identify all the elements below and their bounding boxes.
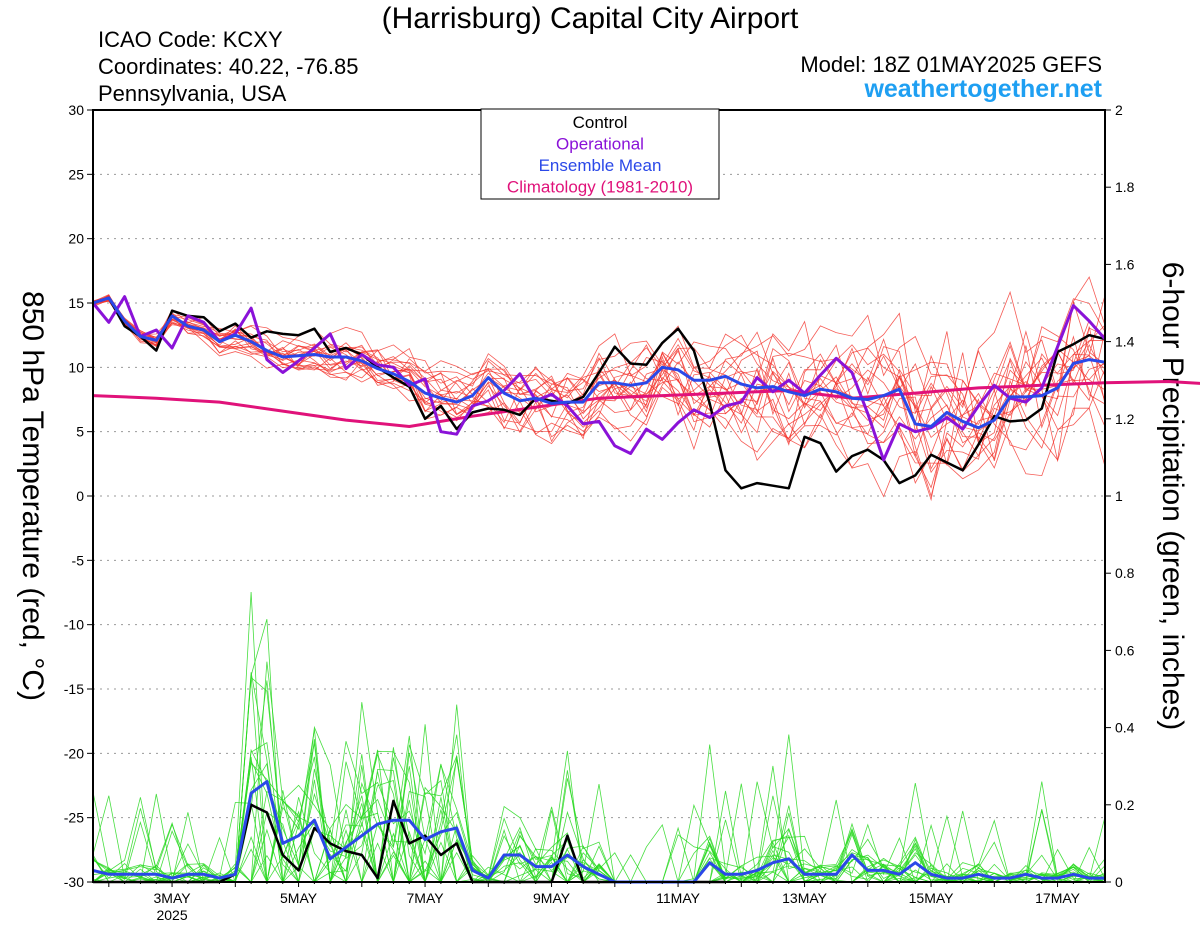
y-tick-label: 25 bbox=[68, 166, 84, 182]
site-link[interactable]: weathertogether.net bbox=[864, 75, 1102, 103]
temp-operational-line bbox=[91, 295, 1107, 462]
precip-member-line bbox=[92, 680, 1106, 884]
legend-entry: Operational bbox=[556, 135, 644, 154]
x-tick-sublabel: 2025 bbox=[156, 907, 187, 923]
y-tick-label: -30 bbox=[64, 874, 84, 890]
temp-member-line bbox=[92, 296, 1106, 457]
x-tick-label: 11MAY bbox=[656, 890, 700, 906]
precip-member-line bbox=[92, 744, 1106, 884]
y-tick-label: 20 bbox=[68, 231, 84, 247]
y-tick-label: -25 bbox=[64, 810, 84, 826]
y-tick-label: 30 bbox=[68, 102, 84, 118]
legend-entry: Control bbox=[573, 113, 628, 132]
precip-member-line bbox=[92, 676, 1106, 883]
y2-tick-label: 1.6 bbox=[1115, 256, 1135, 272]
legend-entry: Climatology (1981-2010) bbox=[507, 178, 693, 197]
y-tick-label: 15 bbox=[68, 295, 84, 311]
temp-ensemble-mean-line bbox=[92, 296, 1106, 430]
precip-member-line bbox=[92, 725, 1106, 883]
coordinates: Coordinates: 40.22, -76.85 bbox=[98, 54, 359, 79]
y-tick-label: 10 bbox=[68, 359, 84, 375]
legend-entry: Ensemble Mean bbox=[539, 156, 662, 175]
temp-climatology-line bbox=[92, 380, 1200, 428]
precip-member-line bbox=[93, 661, 1106, 883]
temp-member-line bbox=[92, 299, 1106, 498]
y2-tick-label: 1.8 bbox=[1115, 179, 1135, 195]
temp-member-line bbox=[92, 300, 1106, 502]
region: Pennsylvania, USA bbox=[98, 81, 287, 106]
y2-tick-label: 0.8 bbox=[1115, 565, 1135, 581]
precip-member-line bbox=[92, 675, 1106, 884]
temp-member-line bbox=[92, 295, 1106, 467]
y2-tick-label: 1.4 bbox=[1115, 334, 1135, 350]
temp-member-line bbox=[92, 300, 1106, 469]
x-tick-label: 9MAY bbox=[533, 890, 571, 906]
legend-box bbox=[480, 108, 720, 200]
x-tick-label: 3MAY bbox=[154, 890, 192, 906]
x-tick-label: 5MAY bbox=[280, 890, 318, 906]
temp-control-line bbox=[92, 296, 1106, 490]
y2-tick-label: 0.4 bbox=[1115, 720, 1135, 736]
y-tick-label: -15 bbox=[64, 681, 84, 697]
y-tick-label: 0 bbox=[76, 488, 84, 504]
y2-tick-label: 1 bbox=[1115, 488, 1123, 504]
temp-member-line bbox=[92, 297, 1106, 477]
y-tick-label: -10 bbox=[64, 617, 84, 633]
x-tick-label: 7MAY bbox=[407, 890, 445, 906]
y2-tick-label: 0 bbox=[1115, 874, 1123, 890]
y-tick-label: 5 bbox=[76, 424, 84, 440]
x-tick-label: 15MAY bbox=[909, 890, 955, 906]
chart-title: (Harrisburg) Capital City Airport bbox=[381, 2, 799, 35]
x-tick-label: 13MAY bbox=[782, 890, 828, 906]
x-tick-label: 17MAY bbox=[1035, 890, 1081, 906]
precip-ensemble-mean-line bbox=[92, 780, 1105, 884]
y2-tick-label: 0.6 bbox=[1115, 642, 1135, 658]
model-run: Model: 18Z 01MAY2025 GEFS bbox=[800, 52, 1102, 77]
ensemble-members bbox=[92, 276, 1106, 884]
y2-tick-label: 1.2 bbox=[1115, 411, 1135, 427]
y2-tick-label: 0.2 bbox=[1115, 797, 1135, 813]
icao-code: ICAO Code: KCXY bbox=[98, 27, 283, 52]
y-tick-label: -5 bbox=[72, 552, 85, 568]
grid-lines bbox=[93, 173, 1105, 819]
legend: Control Operational Ensemble Mean Climatolo… bbox=[480, 108, 720, 200]
y-tick-label: -20 bbox=[64, 745, 84, 761]
main-series bbox=[91, 295, 1200, 884]
axis-ticks: 302520151050-5-10-15-20-25-3021.81.61.41… bbox=[64, 102, 1135, 923]
precip-member-line bbox=[92, 753, 1106, 884]
y2-tick-label: 2 bbox=[1115, 102, 1123, 118]
precip-member-line bbox=[92, 724, 1106, 884]
